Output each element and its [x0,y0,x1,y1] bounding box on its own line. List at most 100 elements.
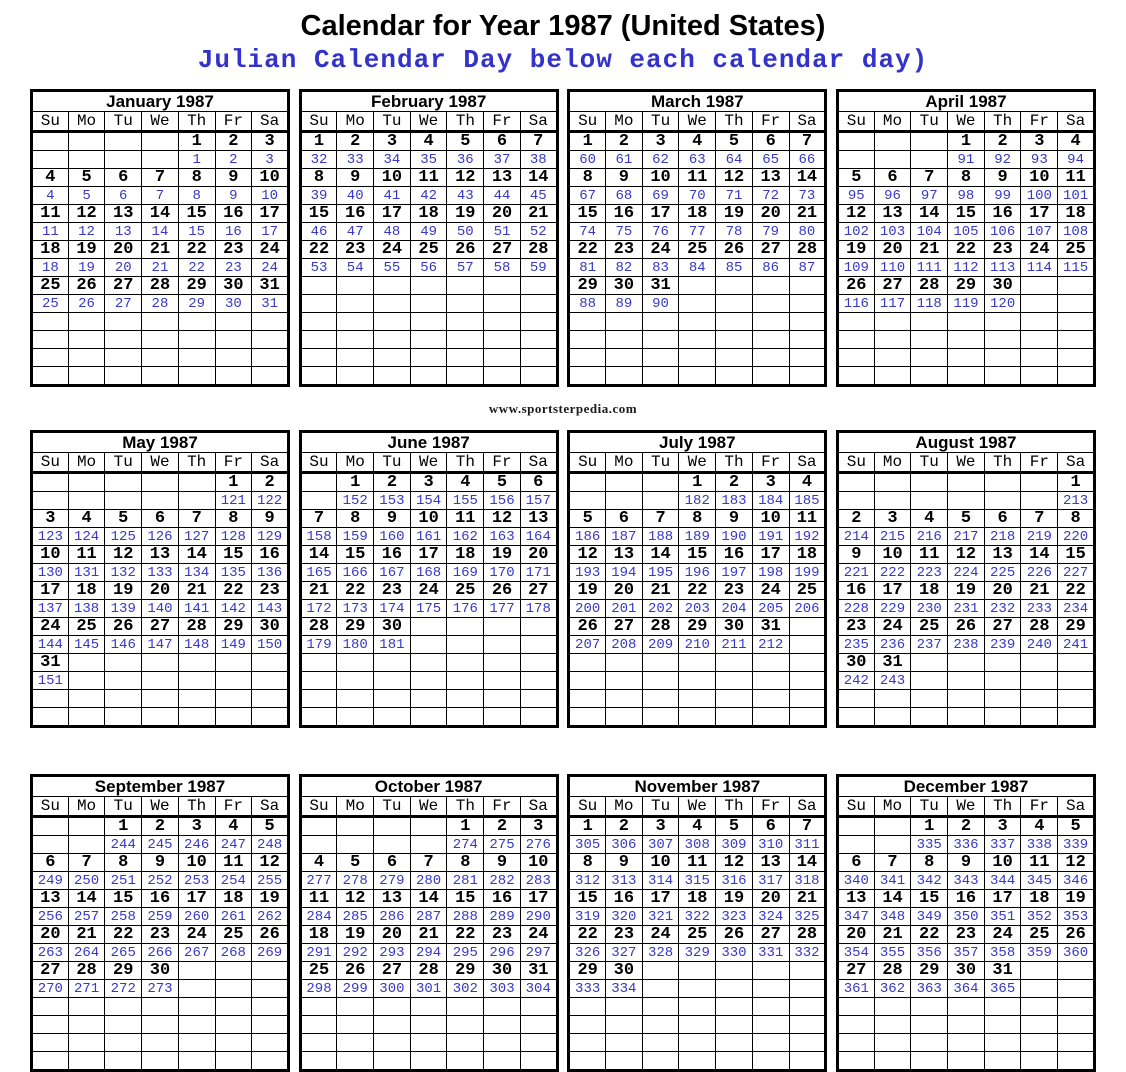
empty-cell [751,707,790,727]
empty-cell [141,997,179,1016]
julian-day-cell: 215 [873,527,912,546]
empty-cell [67,707,106,727]
empty-cell [641,707,680,727]
day-cell: 27 [31,961,69,980]
empty-cell [873,997,912,1016]
day-cell: 1 [446,816,485,836]
julian-day-cell: 127 [177,527,216,546]
day-cell: 17 [873,581,912,600]
weekday-header: Tu [910,796,949,818]
empty-cell [605,671,643,690]
month-title: May 1987 [31,431,289,453]
julian-day-cell: 87 [788,258,827,277]
month-title-row: January 1987 [31,90,289,112]
day-cell: 12 [251,853,289,872]
empty-cell [483,653,521,672]
day-cell: 2 [605,131,643,151]
month-title-row: June 1987 [299,431,558,453]
day-cell: 8 [910,853,949,872]
day-cell [31,816,69,836]
weekday-header: Tu [641,111,680,133]
empty-cell [299,1051,338,1071]
julian-day-cell: 183 [715,491,753,510]
julian-day-cell: 1 [177,150,216,169]
julian-day-cell: 42 [409,186,448,205]
day-cell [31,131,69,151]
julian-day-cell: 182 [678,491,717,510]
day-cell: 27 [836,961,875,980]
julian-day-cell: 145 [67,635,106,654]
julian-day-cell [104,150,143,169]
julian-day-cell: 178 [519,599,558,618]
day-cell: 21 [409,925,448,944]
day-cell: 22 [336,581,375,600]
julian-day-cell: 3 [251,150,289,169]
julian-day-cell: 349 [910,907,949,926]
julian-day-cell: 330 [715,943,753,962]
empty-cell [31,366,69,386]
julian-day-cell: 184 [751,491,790,510]
empty-cell [177,312,216,331]
empty-cell [519,366,558,386]
day-cell: 25 [1057,240,1095,259]
empty-cell [1020,330,1059,349]
day-cell: 6 [873,168,912,187]
day-cell: 29 [678,617,717,636]
julian-day-cell: 213 [1057,491,1095,510]
empty-cell [641,997,680,1016]
weekday-header: We [409,111,448,133]
weekday-header: Sa [251,452,289,474]
empty-cell [141,1015,179,1034]
day-cell [1020,961,1059,980]
day-cell: 9 [251,509,289,528]
day-cell: 4 [67,509,106,528]
julian-day-cell: 173 [336,599,375,618]
day-cell: 29 [214,617,253,636]
empty-cell [336,330,375,349]
julian-day-cell: 197 [715,563,753,582]
empty-cell [483,671,521,690]
julian-day-cell: 305 [568,835,607,854]
weekday-header: Fr [1020,452,1059,474]
julian-day-cell: 160 [373,527,411,546]
day-cell: 20 [104,240,143,259]
calendar-grid-row-1: January 1987 Su Mo Tu We Th Fr Sa 1 2 3 1 2 3 4 5 6 7 8 9 10… [30,89,1096,387]
day-cell: 21 [788,889,827,908]
julian-day-cell: 58 [483,258,521,277]
empty-cell [251,312,289,331]
day-cell: 25 [1020,925,1059,944]
day-cell: 9 [983,168,1022,187]
day-cell: 22 [446,925,485,944]
julian-day-cell: 295 [446,943,485,962]
weekday-header-row: Su Mo Tu We Th Fr Sa [299,796,558,818]
month-calendar-february: February 1987 Su Mo Tu We Th Fr Sa 1 2 3 4 5 6 7 32 33 34… [298,89,559,387]
empty-cell [519,276,558,295]
julian-day-cell [1020,671,1059,690]
empty-cell [104,330,143,349]
day-cell [409,816,448,836]
julian-day-cell [177,979,216,998]
day-cell: 19 [446,204,485,223]
empty-cell [1020,1033,1059,1052]
empty-cell [141,366,179,386]
day-cell: 15 [104,889,143,908]
day-cell: 10 [519,853,558,872]
empty-cell [947,1015,985,1034]
julian-day-cell: 205 [751,599,790,618]
day-cell [251,961,289,980]
day-cell: 9 [373,509,411,528]
julian-day-row: 354 355 356 357 358 359 360 [836,943,1095,962]
empty-cell [409,653,448,672]
julian-day-cell: 266 [141,943,179,962]
julian-day-cell: 130 [31,563,69,582]
julian-day-cell: 20 [104,258,143,277]
empty-cell [336,707,375,727]
day-cell: 6 [373,853,411,872]
julian-day-cell: 140 [141,599,179,618]
empty-cell [568,653,607,672]
empty-cell [336,1051,375,1071]
day-cell [141,653,179,672]
julian-day-row: 130 131 132 133 134 135 136 [31,563,289,582]
day-cell: 30 [373,617,411,636]
